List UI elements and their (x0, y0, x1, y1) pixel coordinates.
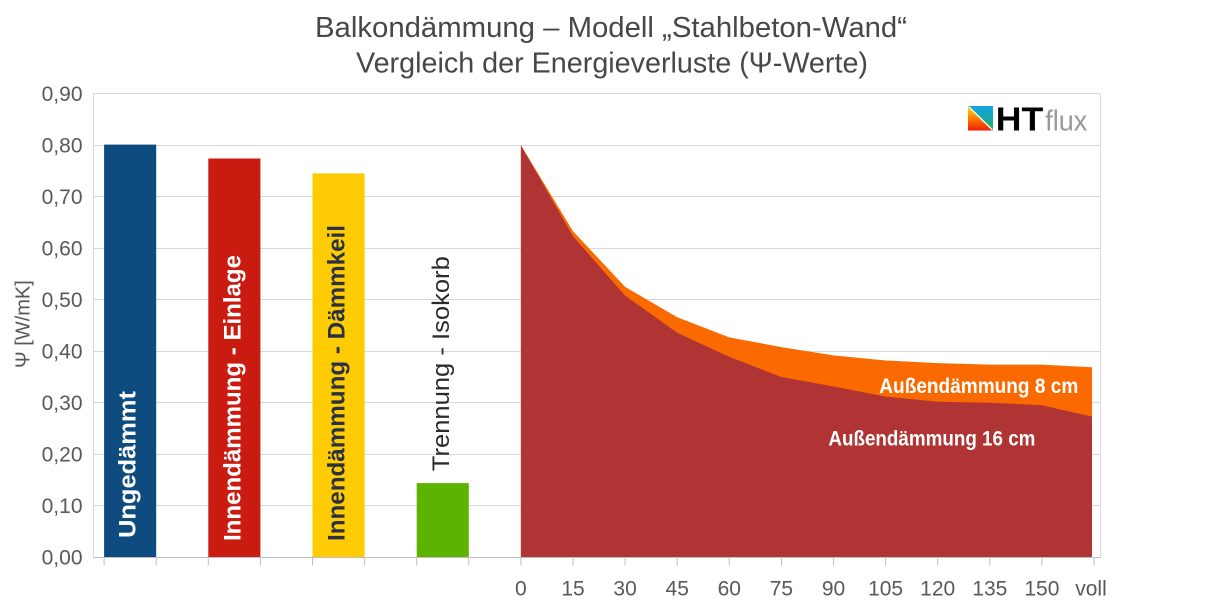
svg-text:Vergleich der Energieverluste: Vergleich der Energieverluste (Ψ-Werte) (356, 47, 868, 79)
svg-text:60: 60 (718, 578, 741, 601)
svg-text:Innendämmung - Einlage: Innendämmung - Einlage (219, 255, 246, 541)
svg-text:Ψ [W/mK]: Ψ [W/mK] (13, 280, 35, 368)
svg-text:90: 90 (822, 578, 845, 601)
svg-text:flux: flux (1045, 105, 1087, 137)
svg-text:Balkondämmung – Modell „Stahlb: Balkondämmung – Modell „Stahlbeton-Wand“ (315, 12, 907, 44)
svg-text:0,50: 0,50 (42, 289, 83, 312)
svg-text:45: 45 (666, 578, 689, 601)
svg-text:Außendämmung 8 cm: Außendämmung 8 cm (879, 375, 1078, 398)
svg-text:0,40: 0,40 (42, 341, 83, 364)
svg-text:0,20: 0,20 (42, 444, 83, 467)
svg-text:105: 105 (868, 578, 903, 601)
svg-text:135: 135 (972, 578, 1007, 601)
svg-text:0,70: 0,70 (42, 186, 83, 209)
svg-text:0,60: 0,60 (42, 238, 83, 261)
svg-text:voll: voll (1075, 578, 1107, 601)
svg-text:150: 150 (1024, 578, 1059, 601)
svg-text:0,00: 0,00 (42, 547, 83, 570)
svg-text:75: 75 (770, 578, 793, 601)
svg-text:Trennung - Isokorb: Trennung - Isokorb (428, 256, 455, 471)
svg-text:HT: HT (996, 100, 1044, 137)
svg-text:0: 0 (515, 578, 527, 601)
svg-text:Innendämmung - Dämmkeil: Innendämmung - Dämmkeil (324, 225, 351, 541)
svg-text:15: 15 (561, 578, 584, 601)
svg-text:0,30: 0,30 (42, 392, 83, 415)
svg-text:0,80: 0,80 (42, 135, 83, 158)
svg-text:30: 30 (613, 578, 636, 601)
svg-text:Außendämmung 16 cm: Außendämmung 16 cm (828, 428, 1035, 451)
svg-text:120: 120 (920, 578, 955, 601)
svg-text:0,90: 0,90 (42, 83, 83, 106)
svg-text:Ungedämmt: Ungedämmt (115, 391, 142, 538)
svg-text:0,10: 0,10 (42, 495, 83, 518)
